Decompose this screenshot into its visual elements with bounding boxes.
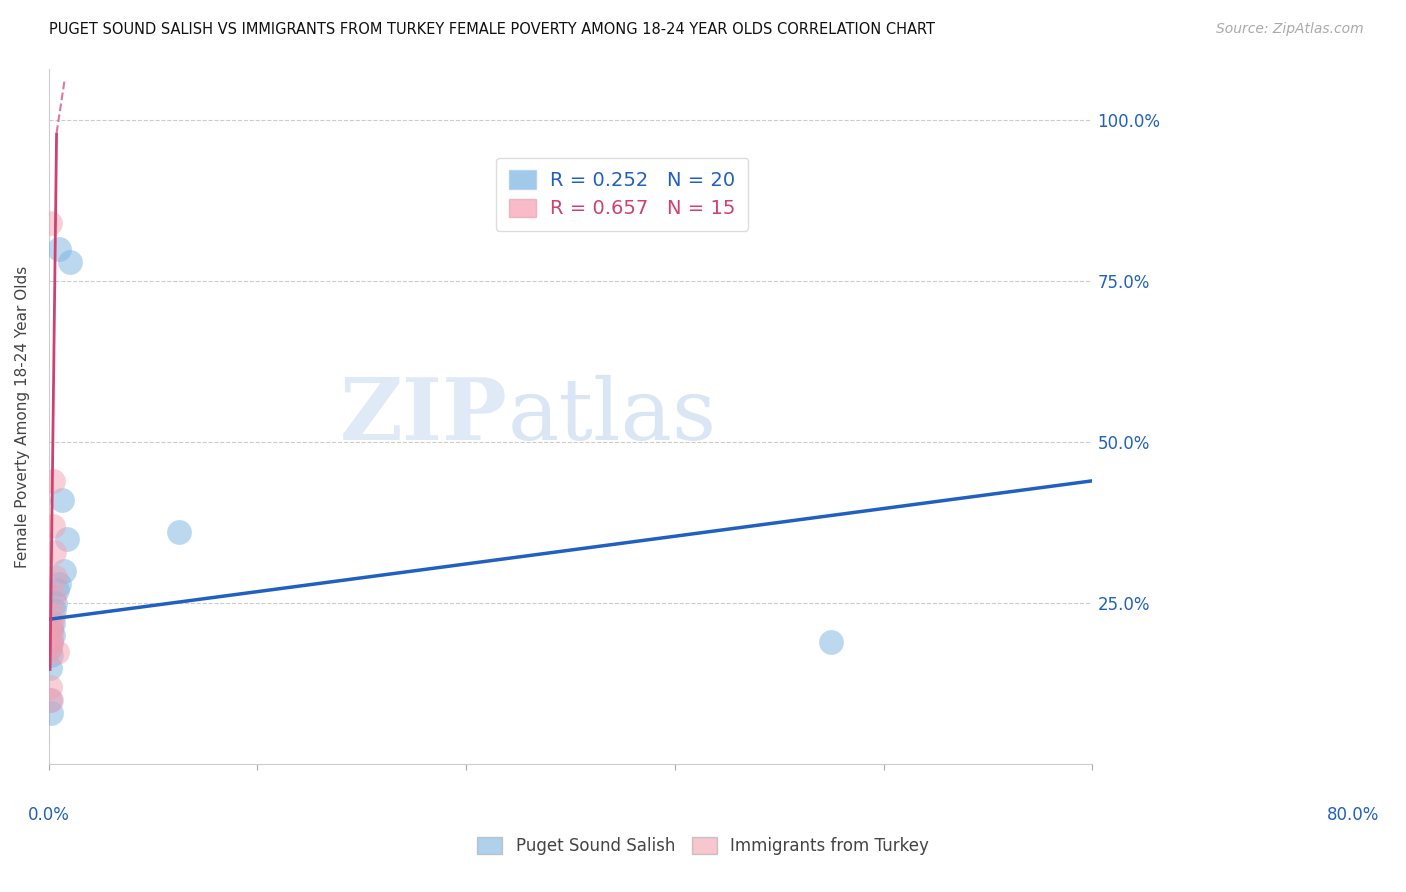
Point [51, 493, 73, 508]
Point [42, 590, 65, 604]
Y-axis label: Female Poverty Among 18-24 Year Olds: Female Poverty Among 18-24 Year Olds [15, 265, 30, 567]
Point [41, 609, 63, 624]
Point [41, 615, 63, 630]
Point [39, 641, 62, 656]
Point [41, 706, 63, 720]
Point [39, 641, 62, 656]
Point [44, 596, 66, 610]
Point [41, 648, 63, 662]
Point [41, 622, 63, 636]
Point [39, 693, 62, 707]
Text: 0.0%: 0.0% [28, 806, 70, 824]
Point [167, 525, 190, 540]
Point [41, 519, 63, 533]
Point [41, 693, 63, 707]
Point [41, 474, 63, 488]
Point [41, 628, 63, 642]
Point [820, 635, 842, 649]
Text: 80.0%: 80.0% [1327, 806, 1379, 824]
Text: atlas: atlas [508, 375, 717, 458]
Text: ZIP: ZIP [340, 375, 508, 458]
Point [39, 216, 62, 230]
Point [41, 628, 63, 642]
Point [42, 602, 65, 616]
Point [45, 644, 67, 658]
Point [53, 564, 76, 578]
Legend: R = 0.252   N = 20, R = 0.657   N = 15: R = 0.252 N = 20, R = 0.657 N = 15 [496, 158, 748, 230]
Point [48, 242, 70, 256]
Point [56, 532, 79, 546]
Legend: Puget Sound Salish, Immigrants from Turkey: Puget Sound Salish, Immigrants from Turk… [471, 830, 935, 862]
Point [45, 583, 67, 598]
Point [39, 680, 62, 694]
Point [44, 570, 66, 584]
Point [39, 660, 62, 674]
Point [41, 615, 63, 630]
Text: PUGET SOUND SALISH VS IMMIGRANTS FROM TURKEY FEMALE POVERTY AMONG 18-24 YEAR OLD: PUGET SOUND SALISH VS IMMIGRANTS FROM TU… [49, 22, 935, 37]
Point [41, 622, 63, 636]
Point [59, 254, 82, 268]
Point [48, 577, 70, 591]
Point [41, 635, 63, 649]
Text: Source: ZipAtlas.com: Source: ZipAtlas.com [1216, 22, 1364, 37]
Point [41, 635, 63, 649]
Point [42, 544, 65, 558]
